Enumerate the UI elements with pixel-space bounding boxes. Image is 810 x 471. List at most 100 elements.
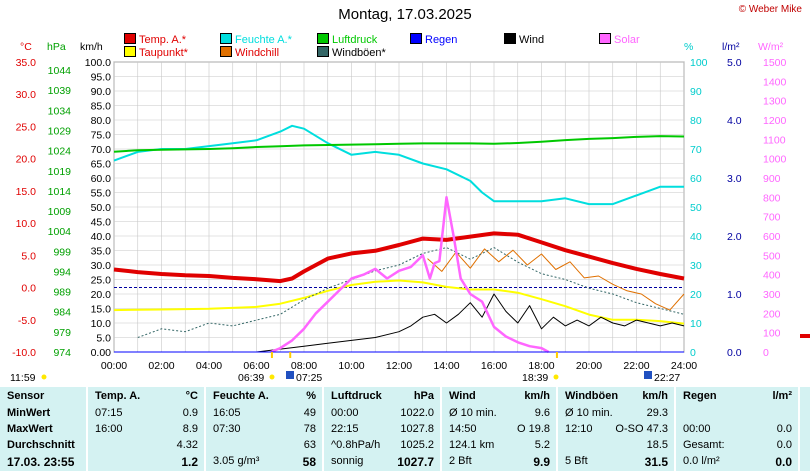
temp-header: Temp. A. — [95, 390, 141, 402]
humidity-tick-label: 30 — [690, 260, 702, 272]
humidity-unit-label: % — [684, 41, 693, 53]
sun-dot-left — [41, 374, 47, 380]
temp-row-value: 1.2 — [181, 455, 198, 469]
x-tick-label: 24:00 — [671, 360, 697, 372]
wind-row-label: Ø 10 min. — [449, 407, 497, 419]
moon-icon — [286, 371, 294, 379]
legend-item: Feuchte A.* — [220, 33, 292, 46]
panel-regen: Regen l/m² 00:00 0.0 Gesamt: 0.0 0.0 l/m² 0.0 — [676, 387, 798, 471]
legend-item: Windböen* — [317, 46, 386, 59]
pressure-tick-label: 984 — [53, 307, 71, 319]
sun-dot — [553, 374, 559, 380]
rain-tick-label: 1.0 — [727, 289, 742, 301]
panel-windboeen: Windböen km/h Ø 10 min. 29.3 12:10 O-SO 47.3 1… — [558, 387, 674, 471]
pressure-tick-label: 1014 — [48, 186, 72, 198]
feuchte-row-label: 16:05 — [213, 407, 241, 419]
rain-tick-label: 0.0 — [727, 347, 742, 359]
wind-tick-label: 35.0 — [91, 246, 112, 258]
wind-row-label: 124.1 km — [449, 439, 495, 451]
luftdruck-header: Luftdruck — [331, 390, 382, 402]
wind-row-value: 9.9 — [533, 455, 550, 469]
legend-item: Luftdruck — [317, 33, 377, 46]
legend-item: Windchill — [220, 46, 279, 59]
moon-icon — [644, 371, 652, 379]
temp-row-label: 16:00 — [95, 423, 123, 435]
solar-tick-label: 1400 — [763, 76, 787, 88]
legend-swatch — [410, 33, 422, 44]
pressure-tick-label: 1029 — [48, 125, 72, 137]
humidity-tick-label: 10 — [690, 318, 702, 330]
temp-tick-label: 0.0 — [21, 283, 36, 295]
luftdruck-row-label: ^0.8hPa/h — [331, 439, 381, 451]
regen-header: Regen — [683, 390, 717, 402]
luftdruck-row-value: 1022.0 — [400, 407, 434, 419]
panel-edge — [800, 387, 810, 471]
wind-row-label: 2 Bft — [449, 455, 472, 467]
temp-edge-marker — [800, 334, 810, 338]
pressure-tick-label: 1034 — [48, 105, 72, 117]
temp-tick-label: 15.0 — [16, 186, 37, 198]
panel-luftdruck: Luftdruck hPa 00:00 1022.0 22:15 1027.8 ^0.8hP… — [324, 387, 440, 471]
pressure-unit-label: hPa — [47, 41, 66, 53]
wind-tick-label: 50.0 — [91, 202, 112, 214]
luftdruck-row-value: 1027.8 — [400, 423, 434, 435]
sensor-row-label: Durchschnitt — [7, 439, 75, 451]
regen-row-label: 00:00 — [683, 423, 711, 435]
pressure-tick-label: 979 — [53, 327, 71, 339]
sensor-row-label: 17.03. 23:55 — [7, 455, 75, 469]
series-solar — [270, 196, 550, 354]
legend-item: Temp. A.* — [124, 33, 186, 46]
wind-tick-label: 45.0 — [91, 217, 112, 229]
legend-swatch — [599, 33, 611, 44]
x-tick-label: 14:00 — [433, 360, 459, 372]
temp-tick-label: -5.0 — [18, 315, 36, 327]
wind-tick-label: 80.0 — [91, 115, 112, 127]
temp-row-label: 07:15 — [95, 407, 123, 419]
weather-chart: 35.0 30.0 25.0 20.0 15.0 10.0 5.0 0.0 -5.0 -10.0 1… — [10, 41, 810, 384]
sun-marker-label: 06:39 — [238, 372, 264, 384]
legend-label: Regen — [425, 34, 458, 46]
luftdruck-row-label: 00:00 — [331, 407, 359, 419]
series-luftdruck — [113, 135, 685, 153]
wind-tick-label: 20.0 — [91, 289, 112, 301]
solar-tick-label: 900 — [763, 173, 781, 185]
panel-sensor: Sensor MinWert MaxWert Durchschnitt 17.03. 2… — [0, 387, 86, 471]
feuchte-row-value: 63 — [303, 439, 316, 451]
legend-item: Wind — [504, 33, 544, 46]
sensor-row-label: MinWert — [7, 407, 51, 419]
windboeen-header: Windböen — [565, 390, 619, 402]
wind-tick-label: 90.0 — [91, 86, 112, 98]
wind-tick-label: 25.0 — [91, 275, 112, 287]
temp-row-value: 0.9 — [182, 407, 198, 419]
windboeen-row-label: Ø 10 min. — [565, 407, 613, 419]
wind-tick-label: 10.0 — [91, 318, 112, 330]
temp-tick-label: 30.0 — [16, 89, 37, 101]
solar-tick-label: 700 — [763, 212, 781, 224]
legend-swatch — [317, 46, 329, 57]
feuchte-row-value: 58 — [302, 455, 316, 469]
humidity-tick-label: 50 — [690, 202, 702, 214]
temp-tick-label: 25.0 — [16, 121, 37, 133]
wind-tick-label: 95.0 — [91, 72, 112, 84]
feuchte-row-value: 49 — [303, 407, 316, 419]
regen-row-value: 0.0 — [776, 439, 792, 451]
temp-tick-label: -10.0 — [12, 347, 36, 359]
feuchte-row-label: 3.05 g/m³ — [213, 455, 260, 467]
sun-marker-label: 18:39 — [522, 372, 548, 384]
x-tick-label: 18:00 — [528, 360, 554, 372]
humidity-tick-label: 90 — [690, 86, 702, 98]
sensor-header: Sensor — [7, 390, 45, 402]
wind-tick-label: 40.0 — [91, 231, 112, 243]
temp-unit: °C — [185, 390, 198, 402]
feuchte-header: Feuchte A. — [213, 390, 269, 402]
series-windchill — [427, 248, 685, 311]
humidity-tick-label: 40 — [690, 231, 702, 243]
legend-label: Solar — [614, 34, 640, 46]
legend-swatch — [220, 46, 232, 57]
pressure-tick-label: 989 — [53, 287, 71, 299]
x-tick-label: 06:00 — [243, 360, 269, 372]
sensor-row-label: MaxWert — [7, 423, 53, 435]
humidity-tick-label: 80 — [690, 115, 702, 127]
humidity-tick-label: 20 — [690, 289, 702, 301]
sun-dot — [269, 374, 275, 380]
